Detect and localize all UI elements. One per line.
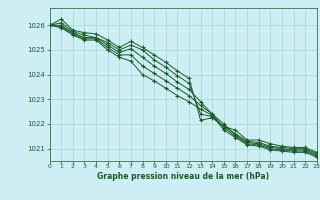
- X-axis label: Graphe pression niveau de la mer (hPa): Graphe pression niveau de la mer (hPa): [97, 172, 269, 181]
